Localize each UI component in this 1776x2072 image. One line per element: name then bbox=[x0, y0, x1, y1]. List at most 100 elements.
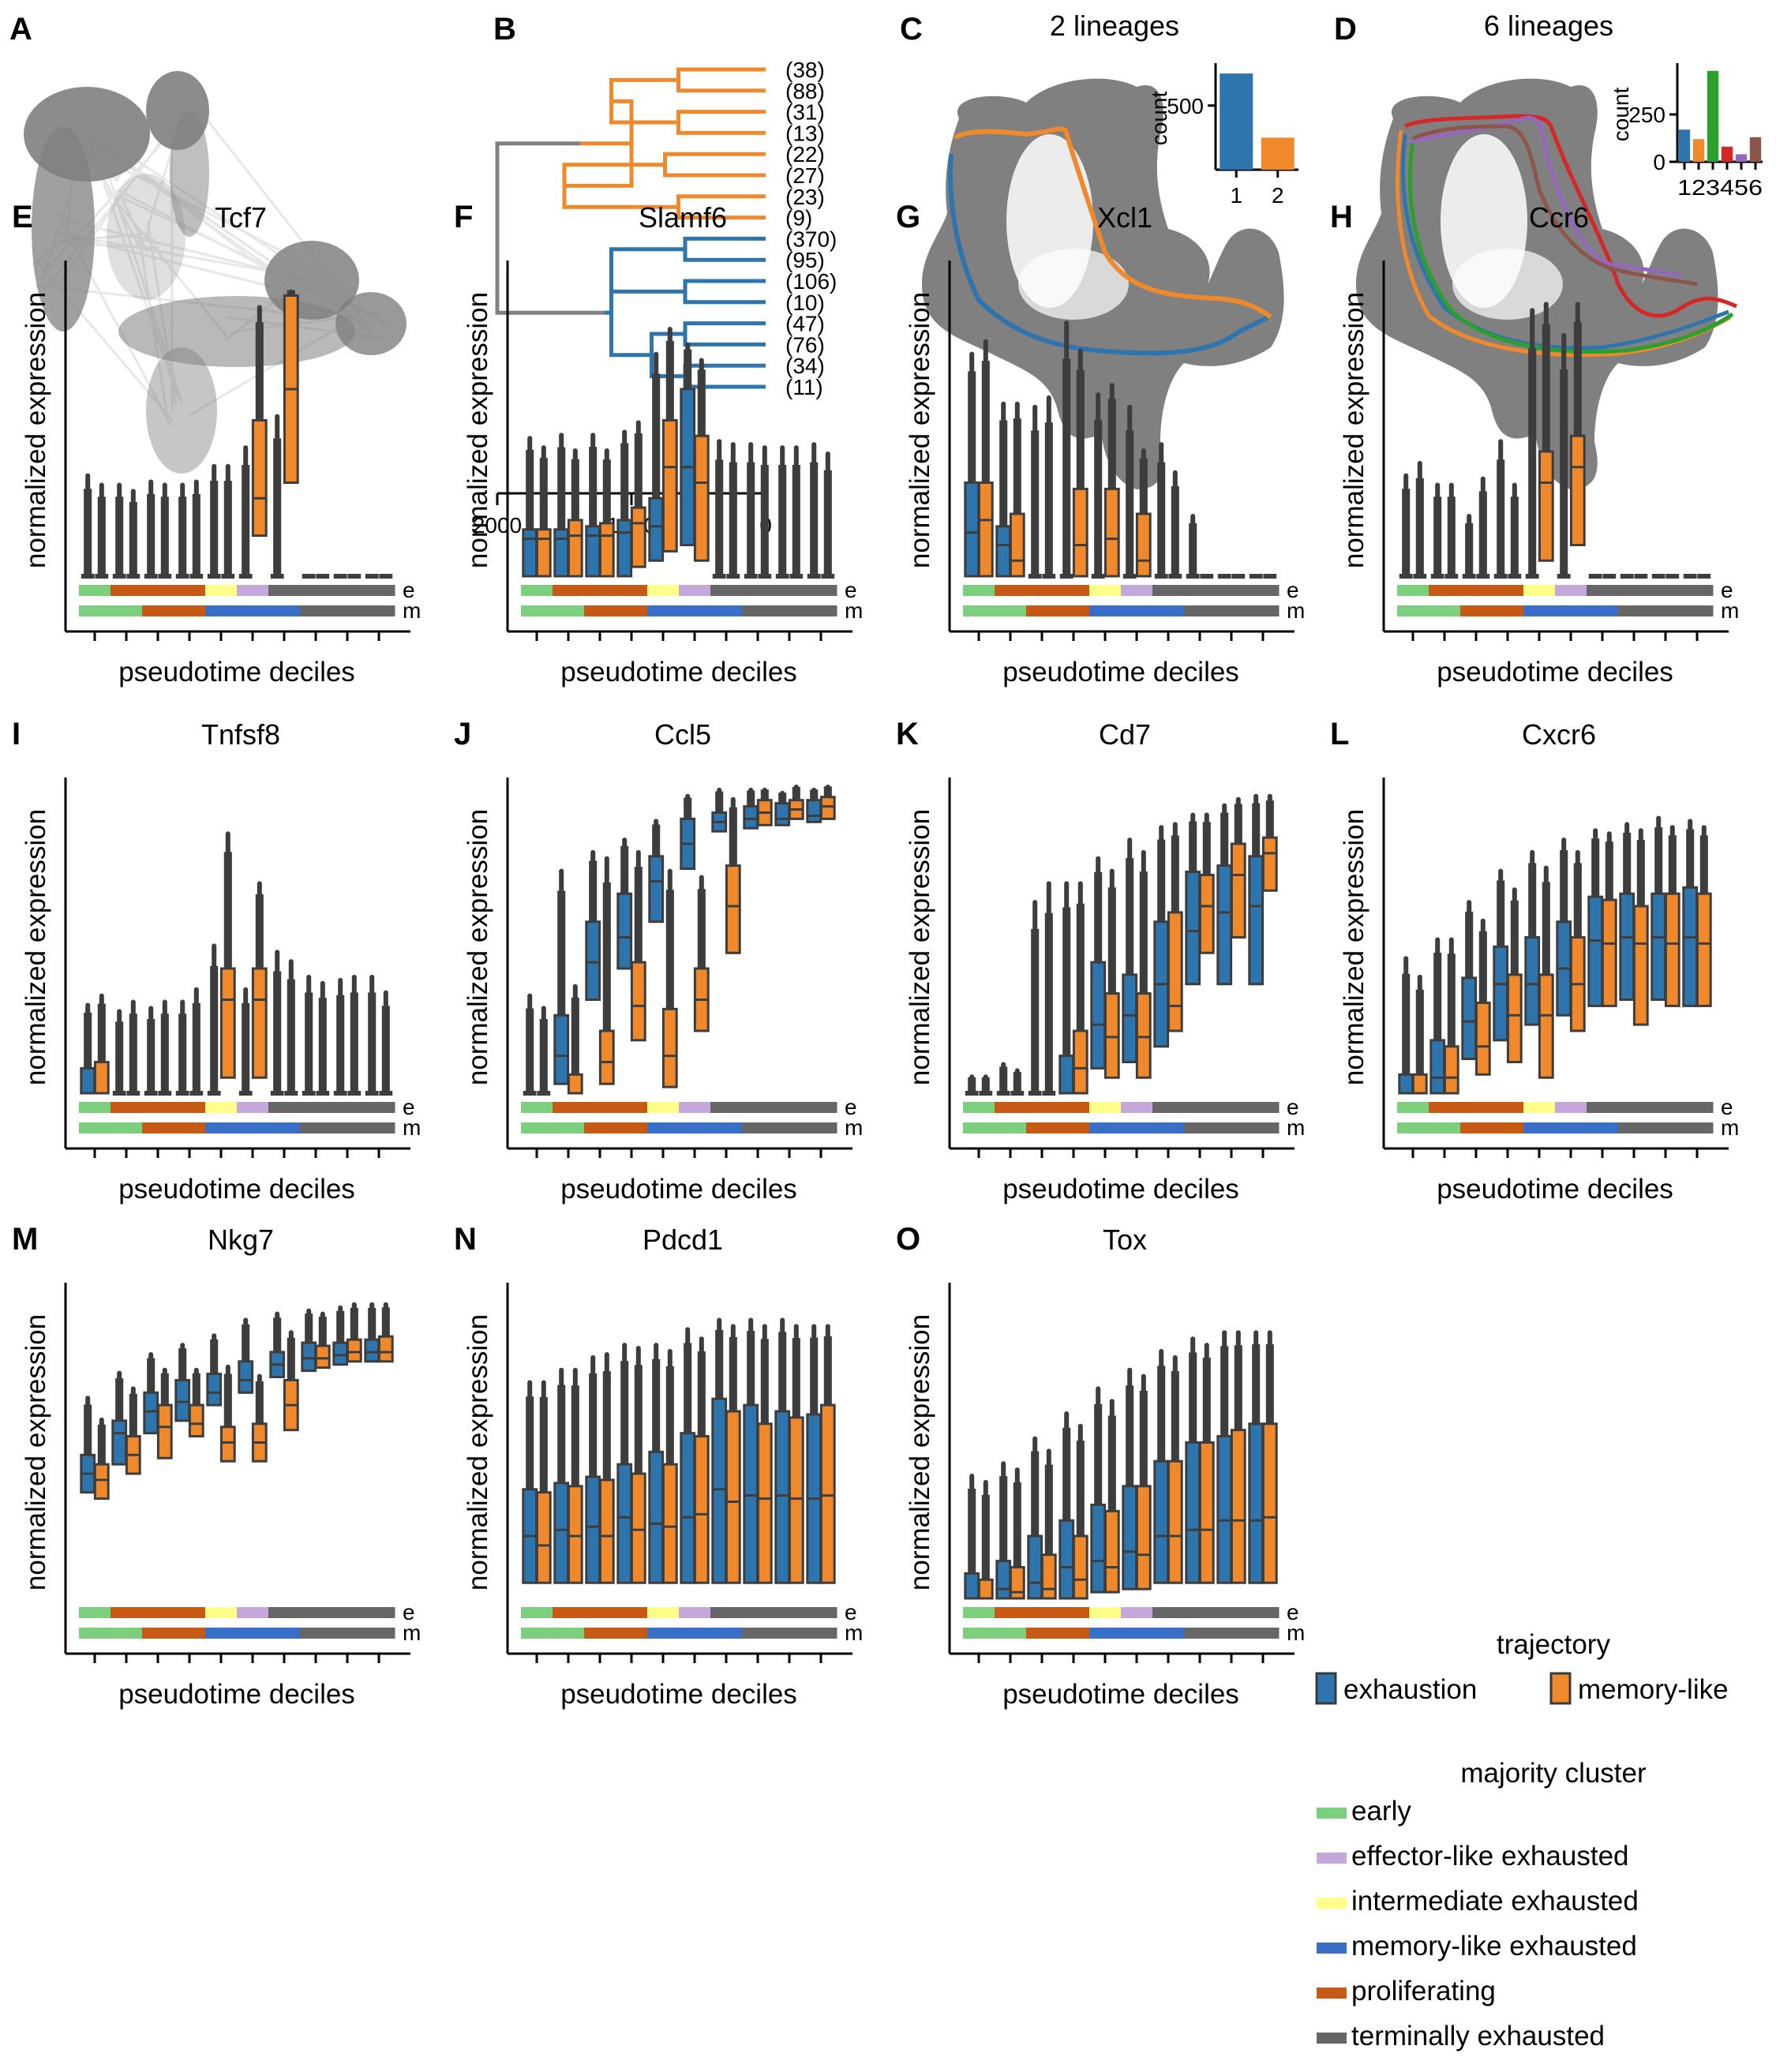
legend-cluster-label: early bbox=[1351, 1796, 1411, 1827]
strip-label: e bbox=[403, 578, 415, 602]
strip-segment bbox=[1216, 585, 1248, 596]
strip-segment bbox=[963, 1628, 995, 1639]
dendrogram-leaf-label: (34) bbox=[785, 354, 825, 378]
boxen-zero bbox=[1263, 574, 1277, 579]
strip-segment bbox=[363, 585, 395, 596]
boxen-panel-o: O Tox normalized expression pseudotime deci… bbox=[896, 1222, 1305, 1710]
strip-segment bbox=[1216, 1607, 1248, 1618]
boxen-box bbox=[616, 892, 633, 970]
strip-segment bbox=[142, 1102, 174, 1113]
boxen-box bbox=[661, 1463, 678, 1584]
boxen-panel-l: L Cxcr6 normalized expression pseudotime de… bbox=[1330, 717, 1739, 1205]
strip-segment bbox=[553, 1122, 585, 1133]
strip-segment bbox=[710, 1628, 743, 1639]
strip-segment bbox=[553, 1607, 585, 1618]
strip-segment bbox=[1523, 1122, 1556, 1133]
strip-segment bbox=[332, 1102, 364, 1113]
strip-label: m bbox=[403, 1621, 421, 1645]
strip-segment bbox=[710, 1102, 743, 1113]
boxen-tail bbox=[192, 493, 200, 576]
boxen-box bbox=[711, 1397, 728, 1584]
strip-segment bbox=[1460, 1102, 1493, 1113]
boxen-tail bbox=[981, 361, 990, 576]
boxen-zero bbox=[1413, 574, 1427, 579]
strip-segment bbox=[300, 585, 332, 596]
boxen-box bbox=[93, 1463, 110, 1501]
boxen-tail bbox=[1013, 1072, 1021, 1093]
boxen-zero bbox=[175, 1091, 189, 1096]
panel-title: Ccr6 bbox=[1529, 201, 1589, 234]
boxen-tail bbox=[665, 890, 674, 1088]
boxen-tail bbox=[1094, 1403, 1103, 1593]
boxen-box bbox=[80, 1066, 96, 1095]
boxen-box bbox=[598, 1029, 615, 1085]
strip-segment bbox=[1216, 1102, 1248, 1113]
dendrogram-branch bbox=[683, 363, 766, 389]
boxen-zero bbox=[1665, 574, 1680, 579]
strip-segment bbox=[742, 1102, 774, 1113]
boxen-zero bbox=[270, 1091, 284, 1096]
strip-segment bbox=[111, 1628, 143, 1639]
boxen-box bbox=[693, 1435, 710, 1584]
strip-segment bbox=[553, 605, 585, 616]
boxen-zero bbox=[1217, 574, 1231, 579]
boxen-box bbox=[1185, 1441, 1201, 1584]
strip-segment bbox=[521, 1607, 553, 1618]
boxen-zero bbox=[1651, 574, 1665, 579]
strip-segment bbox=[774, 1628, 806, 1639]
strip-segment bbox=[1026, 1607, 1058, 1618]
boxen-box bbox=[743, 1403, 759, 1584]
boxen-tail bbox=[1447, 496, 1456, 576]
panel-title: Cd7 bbox=[1099, 718, 1151, 751]
strip-segment bbox=[332, 605, 364, 616]
legend-cluster-swatch bbox=[1317, 1808, 1347, 1819]
legend-cluster-title: majority cluster bbox=[1460, 1758, 1647, 1789]
strip-segment bbox=[1650, 605, 1682, 616]
strip-segment bbox=[1121, 585, 1153, 596]
strip-label: m bbox=[845, 1115, 863, 1140]
boxen-zero bbox=[1059, 574, 1073, 579]
umap-cell-cloud bbox=[1355, 78, 1718, 489]
boxen-box bbox=[693, 434, 710, 562]
dendrogram-branch bbox=[609, 270, 652, 358]
strip-segment bbox=[1492, 605, 1524, 616]
boxen-tail bbox=[84, 489, 92, 576]
strip-segment bbox=[553, 585, 585, 596]
boxen-zero bbox=[207, 1091, 221, 1096]
strip-segment bbox=[111, 1102, 143, 1113]
strip-segment bbox=[1026, 1122, 1058, 1133]
boxen-tail bbox=[1031, 1451, 1040, 1598]
strip-segment bbox=[1026, 1102, 1058, 1113]
boxen-tail bbox=[697, 889, 706, 1031]
boxen-tail bbox=[760, 464, 769, 576]
dendrogram-leaf-label: (22) bbox=[785, 142, 825, 167]
boxen-box bbox=[819, 1403, 836, 1584]
boxen-zero bbox=[1154, 574, 1168, 579]
boxen-zero bbox=[965, 1091, 979, 1096]
panel-label: E bbox=[12, 200, 33, 234]
strip-segment bbox=[1247, 1122, 1280, 1133]
boxen-zero bbox=[1620, 574, 1634, 579]
boxen-box bbox=[661, 1007, 678, 1088]
boxen-box bbox=[346, 1338, 362, 1363]
strip-segment bbox=[521, 605, 553, 616]
boxen-tail bbox=[223, 481, 232, 576]
strip-segment bbox=[742, 1122, 774, 1133]
boxen-box bbox=[93, 1061, 110, 1095]
strip-segment bbox=[1152, 1628, 1185, 1639]
strip-segment bbox=[584, 1122, 616, 1133]
boxen-tail bbox=[305, 992, 313, 1093]
strip-segment bbox=[1089, 1607, 1122, 1618]
boxen-panel-j: J Ccl5 normalized expression pseudotime dec… bbox=[454, 717, 863, 1205]
boxen-box bbox=[535, 1491, 552, 1584]
strip-segment bbox=[79, 1122, 111, 1133]
strip-segment bbox=[553, 1628, 585, 1639]
y-axis-label: normalized expression bbox=[905, 1314, 935, 1591]
boxen-tail bbox=[97, 1003, 106, 1093]
six-lineage-paths bbox=[1396, 114, 1737, 358]
boxen-tail bbox=[178, 1014, 187, 1093]
strip-segment bbox=[805, 1102, 837, 1113]
dendrogram-branch bbox=[676, 67, 766, 93]
boxen-tail bbox=[115, 1021, 124, 1093]
